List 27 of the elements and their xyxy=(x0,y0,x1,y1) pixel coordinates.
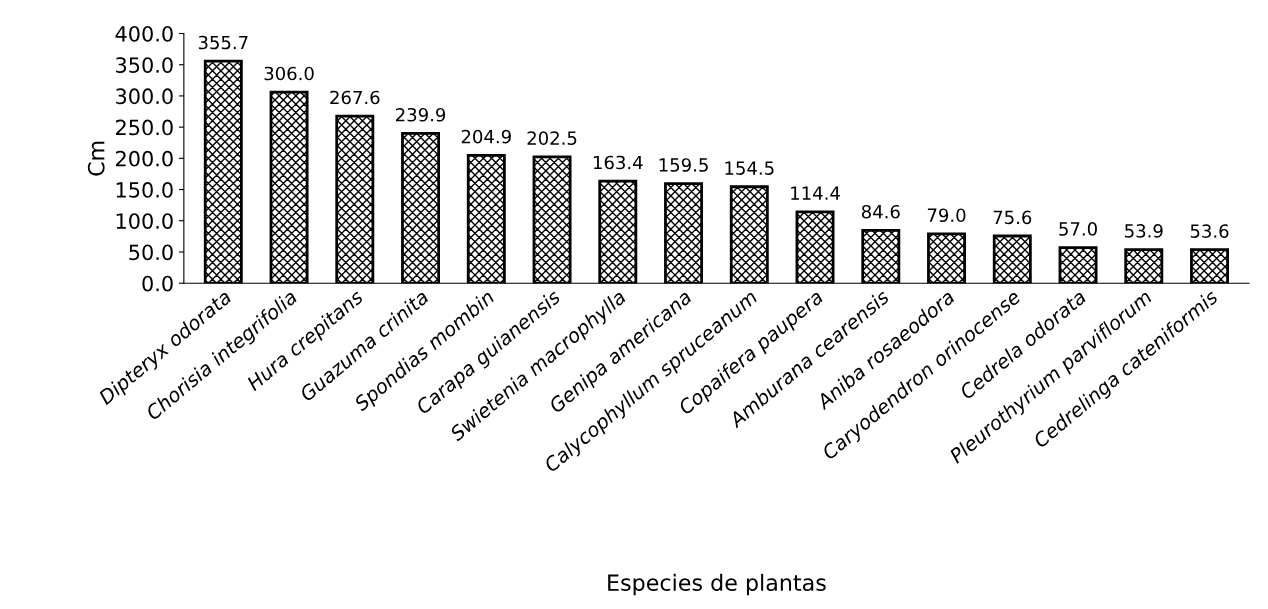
y-tick-label: 0.0 xyxy=(142,275,173,292)
data-label: 159.5 xyxy=(659,158,708,172)
data-label: 267.6 xyxy=(330,90,380,105)
y-axis-title: Cm xyxy=(87,141,105,176)
y-tick-label: 350.0 xyxy=(116,57,173,73)
data-label: 355.7 xyxy=(198,35,248,50)
data-label: 79.0 xyxy=(927,208,966,223)
data-label: 84.6 xyxy=(861,204,900,219)
y-tick-label: 400.0 xyxy=(115,25,173,42)
data-label: 114.4 xyxy=(791,186,840,200)
data-label: 306.0 xyxy=(264,66,314,81)
y-tick-label: 300.0 xyxy=(116,88,173,105)
y-tick-label: 150.0 xyxy=(116,182,173,198)
data-label: 53.9 xyxy=(1125,224,1163,238)
data-label: 202.5 xyxy=(527,131,577,145)
y-tick-label: 250.0 xyxy=(116,119,173,136)
y-tick-label: 100.0 xyxy=(116,213,173,229)
data-label: 154.5 xyxy=(725,161,774,175)
data-label: 239.9 xyxy=(396,107,446,122)
y-tick-label: 200.0 xyxy=(116,150,173,167)
x-axis-title: Especies de plantas xyxy=(608,573,826,596)
data-label: 163.4 xyxy=(593,155,643,170)
data-label: 204.9 xyxy=(461,129,511,144)
data-label: 53.6 xyxy=(1190,224,1229,238)
data-label: 75.6 xyxy=(993,210,1032,225)
data-label: 57.0 xyxy=(1059,222,1097,236)
y-tick-label: 50.0 xyxy=(129,244,173,261)
